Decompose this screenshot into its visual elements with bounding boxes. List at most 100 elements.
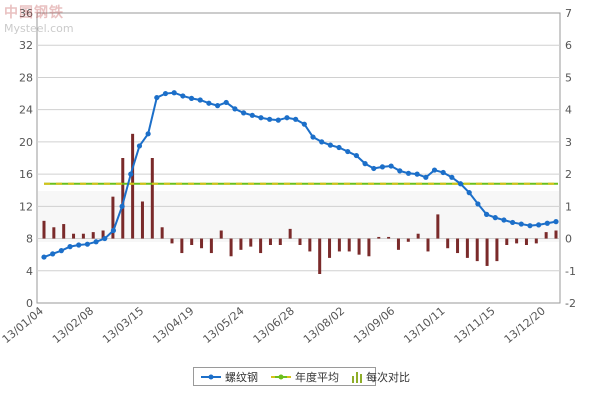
legend-average-label: 年度平均 <box>295 370 339 384</box>
line-point <box>188 95 195 101</box>
x-tick-label: 13/01/04 <box>0 304 46 346</box>
line-point <box>423 174 429 180</box>
line-point <box>319 139 325 145</box>
line-point <box>536 222 542 228</box>
legend: 螺纹钢 年度平均 每次对比 <box>193 367 410 386</box>
line-point <box>206 100 212 106</box>
line-point <box>397 168 403 174</box>
bar <box>180 238 184 254</box>
bar <box>131 133 135 239</box>
bar <box>465 238 469 258</box>
bar <box>239 238 243 250</box>
bar <box>72 233 76 239</box>
bar <box>249 238 253 247</box>
line-point <box>267 116 273 122</box>
legend-bars-label: 每次对比 <box>366 370 410 384</box>
line-point <box>136 143 143 149</box>
bar <box>101 230 105 239</box>
line-point <box>457 181 464 187</box>
x-tick-label: 13/06/28 <box>251 304 297 346</box>
line-series <box>41 90 559 260</box>
bar <box>406 238 410 242</box>
right-tick-label: 0 <box>565 233 572 246</box>
legend-line-label: 螺纹钢 <box>225 370 258 384</box>
bar <box>259 238 263 254</box>
bar <box>121 158 125 239</box>
bar <box>318 238 322 274</box>
bar <box>200 238 204 249</box>
line-point <box>301 121 307 127</box>
left-tick-label: 8 <box>26 233 33 246</box>
x-tick-label: 13/10/11 <box>401 304 447 346</box>
x-tick-label: 13/12/20 <box>502 304 548 346</box>
line-point <box>197 97 203 103</box>
bar <box>308 238 312 252</box>
line-point <box>180 93 186 99</box>
legend-item-line[interactable]: 螺纹钢 <box>200 369 258 385</box>
line-point <box>58 248 64 254</box>
line-point <box>232 106 238 112</box>
right-tick-label: -2 <box>565 297 576 310</box>
bar <box>357 238 361 255</box>
legend-average-swatch <box>271 374 291 379</box>
bar <box>229 238 233 257</box>
bar <box>367 238 371 257</box>
line-point <box>171 90 177 96</box>
bar <box>534 238 538 244</box>
line-point <box>449 174 455 180</box>
bar <box>190 238 194 245</box>
x-tick-label: 13/08/02 <box>301 304 347 346</box>
x-tick-label: 13/02/08 <box>50 304 96 346</box>
bar <box>495 238 499 262</box>
line-point <box>466 190 472 196</box>
line-point <box>76 242 82 248</box>
line-point <box>310 134 316 140</box>
bar <box>524 238 528 245</box>
line-point <box>492 215 498 221</box>
legend-item-average[interactable]: 年度平均 <box>270 369 339 385</box>
line-point <box>388 163 394 169</box>
right-tick-label: -1 <box>565 265 576 278</box>
bar <box>485 238 489 266</box>
line-point <box>527 223 533 229</box>
line-point <box>154 94 160 101</box>
bar <box>328 238 332 258</box>
bar <box>160 227 164 239</box>
line-point <box>510 219 516 226</box>
legend-item-bars[interactable]: 每次对比 <box>351 369 410 385</box>
bar <box>515 238 519 244</box>
left-tick-label: 16 <box>19 168 33 181</box>
left-tick-label: 24 <box>19 104 33 117</box>
bar <box>505 238 509 245</box>
bar <box>288 228 292 239</box>
x-tick-label: 13/03/15 <box>100 304 146 346</box>
line-point <box>405 170 412 176</box>
line-point <box>440 169 446 176</box>
line-point <box>501 217 507 223</box>
line-point <box>345 148 351 155</box>
right-tick-label: 4 <box>565 104 572 117</box>
line-point <box>293 116 299 122</box>
line-point <box>50 251 56 257</box>
line-point <box>518 221 524 227</box>
bar-series <box>42 133 558 274</box>
left-tick-label: 4 <box>26 265 33 278</box>
line-point <box>145 131 151 137</box>
x-tick-label: 13/05/24 <box>201 304 247 346</box>
line-point <box>475 201 481 207</box>
right-tick-label: 1 <box>565 200 572 213</box>
bar <box>111 196 115 239</box>
bar <box>91 232 95 239</box>
watermark-bottom: Mysteel.com <box>4 22 74 35</box>
right-axis-ticks: -2 -1 0 1 2 3 4 5 6 7 <box>565 7 576 310</box>
line-point <box>41 254 47 260</box>
line-point <box>336 144 342 151</box>
bar <box>387 236 391 239</box>
x-tick-label: 13/11/15 <box>452 304 498 346</box>
left-tick-label: 20 <box>19 136 33 149</box>
line-point <box>483 211 490 217</box>
left-tick-label: 0 <box>26 297 33 310</box>
bar <box>62 224 66 239</box>
line-point <box>544 220 550 226</box>
right-tick-label: 2 <box>565 168 572 181</box>
